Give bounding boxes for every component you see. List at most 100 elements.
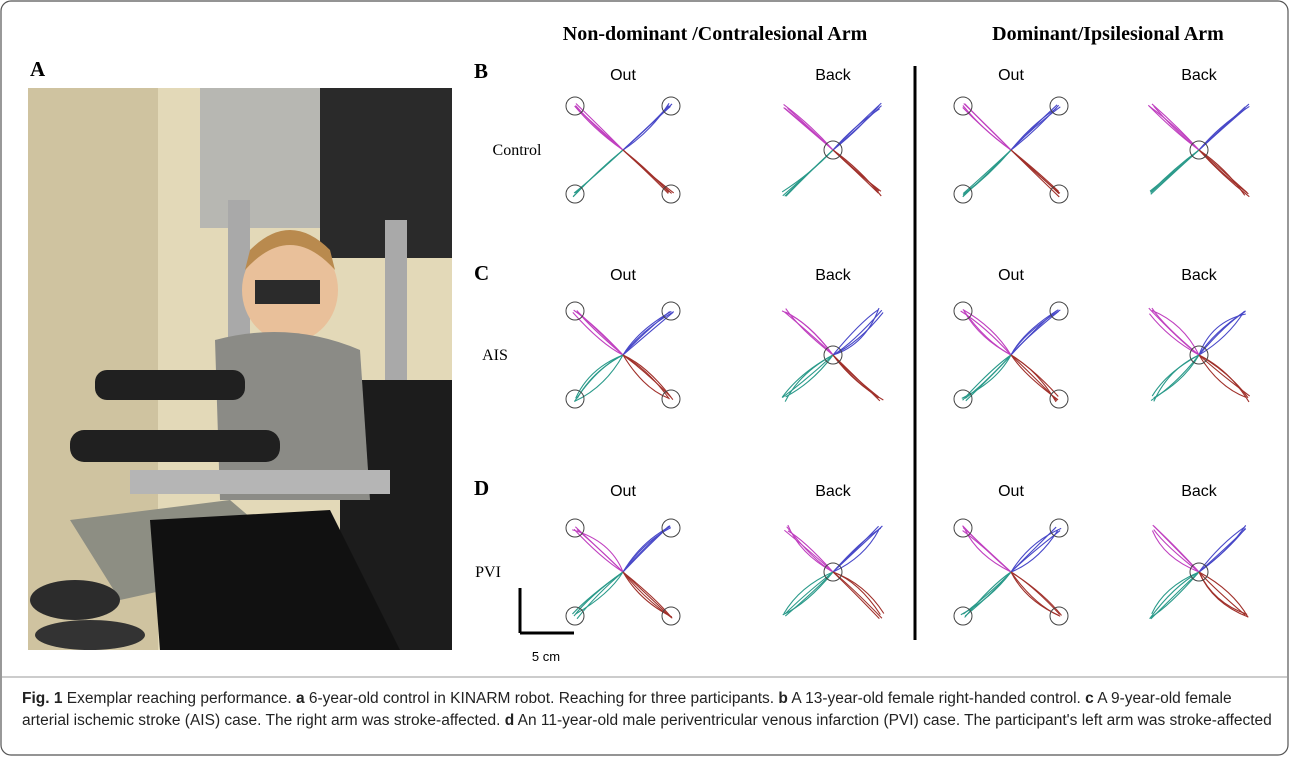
target bbox=[823, 345, 843, 365]
trajectory bbox=[1150, 149, 1200, 195]
trajectory bbox=[622, 571, 673, 619]
caption: Fig. 1 Exemplar reaching performance. a … bbox=[22, 688, 1272, 732]
trajectory bbox=[573, 528, 624, 573]
trajectory bbox=[785, 149, 834, 197]
trajectory bbox=[1198, 571, 1248, 615]
trajectory bbox=[962, 527, 1012, 573]
column-header: Non-dominant /Contralesional Arm bbox=[563, 23, 868, 45]
target bbox=[1049, 518, 1069, 538]
subplot-title: Back bbox=[815, 267, 852, 284]
scale-label: 5 cm bbox=[532, 649, 560, 664]
trajectory bbox=[1151, 530, 1200, 573]
subplot-title: Out bbox=[998, 67, 1024, 84]
trajectory bbox=[832, 571, 885, 614]
trajectory bbox=[832, 105, 882, 151]
trajectory bbox=[963, 571, 1012, 615]
trajectory bbox=[782, 354, 834, 398]
trajectory bbox=[572, 311, 624, 356]
trajectory bbox=[784, 354, 834, 402]
trajectory bbox=[1149, 313, 1200, 356]
subplot-title: Back bbox=[1181, 483, 1218, 500]
trajectory bbox=[1153, 105, 1200, 151]
trajectory bbox=[832, 571, 883, 619]
trajectory bbox=[622, 571, 670, 617]
trajectory bbox=[1010, 526, 1057, 573]
trajectory bbox=[964, 528, 1012, 573]
subplot-title: Out bbox=[610, 483, 636, 500]
target bbox=[661, 96, 681, 116]
subplot-title: Out bbox=[998, 483, 1024, 500]
trajectory bbox=[1010, 104, 1058, 151]
subplot-title: Out bbox=[610, 267, 636, 284]
trajectory bbox=[622, 312, 674, 356]
trajectory bbox=[1151, 309, 1200, 356]
trajectory bbox=[787, 107, 834, 151]
target bbox=[823, 140, 843, 160]
panel-letter: C bbox=[474, 261, 489, 285]
trajectory bbox=[575, 103, 624, 151]
trajectory bbox=[575, 354, 624, 399]
trajectory bbox=[1198, 527, 1246, 573]
trajectory bbox=[961, 354, 1012, 399]
target bbox=[1049, 184, 1069, 204]
target bbox=[953, 518, 973, 538]
subplot-title: Out bbox=[610, 67, 636, 84]
trajectory bbox=[1153, 529, 1200, 573]
target bbox=[953, 389, 973, 409]
target bbox=[953, 184, 973, 204]
trajectory bbox=[1150, 149, 1200, 193]
caption-text: A 13-year-old female right-handed contro… bbox=[787, 690, 1086, 707]
target bbox=[565, 389, 585, 409]
trajectory bbox=[1153, 354, 1200, 402]
trajectory bbox=[622, 311, 675, 356]
target bbox=[565, 518, 585, 538]
trajectory bbox=[964, 311, 1012, 356]
trajectory bbox=[832, 149, 882, 197]
trajectory bbox=[781, 149, 834, 193]
trajectory bbox=[962, 107, 1012, 151]
trajectory bbox=[782, 571, 834, 616]
target bbox=[661, 606, 681, 626]
trajectory bbox=[1151, 307, 1200, 356]
trajectory bbox=[832, 312, 884, 356]
subplot-title: Back bbox=[1181, 267, 1218, 284]
trajectory bbox=[622, 571, 672, 618]
trajectory bbox=[1198, 310, 1246, 356]
target bbox=[1049, 606, 1069, 626]
target bbox=[823, 562, 843, 582]
panel-letter: D bbox=[474, 476, 489, 500]
trajectory bbox=[1010, 571, 1060, 616]
trajectory bbox=[1010, 571, 1061, 615]
trajectory bbox=[1150, 571, 1200, 620]
trajectory bbox=[1010, 527, 1062, 573]
subplot-title: Back bbox=[1181, 67, 1218, 84]
trajectory bbox=[784, 571, 834, 617]
trajectory bbox=[574, 354, 624, 403]
trajectory bbox=[784, 311, 834, 356]
target bbox=[565, 606, 585, 626]
target bbox=[661, 389, 681, 409]
trajectory bbox=[1198, 571, 1249, 618]
trajectory bbox=[1010, 149, 1060, 195]
target bbox=[661, 301, 681, 321]
trajectory bbox=[963, 103, 1012, 151]
trajectory bbox=[622, 527, 672, 573]
trajectory bbox=[1010, 104, 1060, 151]
target bbox=[953, 606, 973, 626]
trajectory bbox=[832, 525, 883, 573]
trajectory bbox=[573, 571, 624, 617]
caption-text: b bbox=[778, 690, 788, 707]
target bbox=[565, 184, 585, 204]
trajectory bbox=[574, 354, 624, 402]
trajectory bbox=[622, 149, 675, 194]
target bbox=[565, 96, 585, 116]
trajectory bbox=[962, 149, 1012, 196]
subplot-title: Back bbox=[815, 67, 852, 84]
trajectory bbox=[577, 311, 624, 356]
trajectory bbox=[832, 307, 880, 356]
row-label: Control bbox=[493, 142, 542, 159]
trajectory bbox=[787, 530, 834, 573]
